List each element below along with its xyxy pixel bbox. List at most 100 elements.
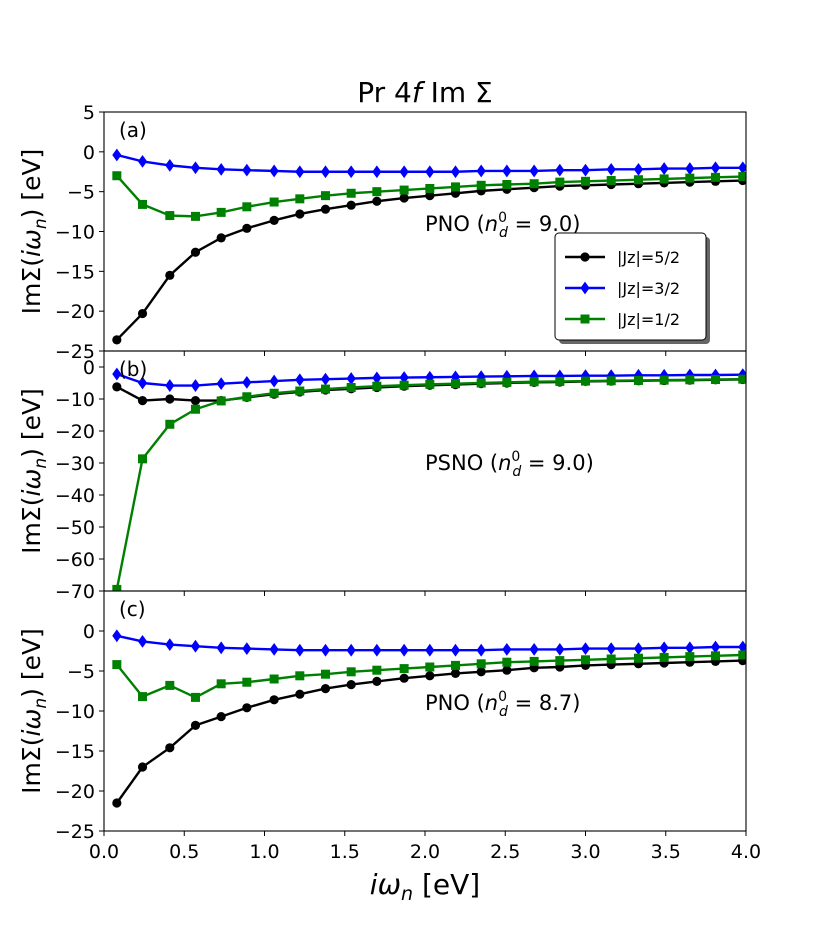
x-tick-label: 0.5 — [169, 841, 199, 863]
panel-1: 5 0 −5 −10 −15 −20 −25 ImΣ(iωn) [eV] (a) PNO (n0 d… — [17, 102, 747, 363]
data-point — [738, 161, 746, 175]
series-group — [112, 629, 746, 808]
y-axis-label: ImΣ(iωn) [eV] — [17, 388, 51, 554]
data-point — [581, 176, 590, 186]
data-point — [137, 396, 148, 406]
chart-title: Pr 4f Im Σ — [357, 76, 493, 109]
data-point — [295, 209, 305, 219]
data-point — [165, 638, 175, 651]
data-point — [502, 657, 512, 667]
data-point — [372, 665, 382, 675]
data-point — [242, 375, 252, 389]
panel-label: (c) — [119, 597, 146, 621]
data-point — [529, 656, 539, 666]
data-point — [425, 379, 435, 389]
data-point — [710, 640, 721, 654]
data-point — [529, 179, 539, 189]
data-point — [580, 252, 590, 262]
data-point — [399, 664, 409, 674]
y-tick-label: −15 — [55, 741, 95, 763]
data-point — [606, 642, 616, 655]
data-point — [295, 643, 305, 657]
data-point — [372, 165, 382, 179]
data-point — [320, 165, 331, 179]
data-point — [685, 368, 695, 382]
data-point — [137, 308, 148, 319]
data-point — [425, 662, 435, 672]
y-tick-label: 0 — [83, 357, 95, 379]
data-point — [190, 379, 201, 392]
data-point — [269, 215, 279, 225]
data-point — [216, 377, 226, 391]
data-point — [476, 180, 486, 190]
data-point — [606, 162, 616, 176]
data-point — [476, 659, 486, 669]
data-point — [450, 660, 460, 670]
data-point — [606, 176, 616, 186]
data-point — [555, 656, 565, 666]
data-point — [659, 368, 669, 382]
y-axis-label: ImΣ(iωn) [eV] — [17, 149, 51, 315]
data-point — [165, 680, 175, 690]
data-point — [711, 374, 721, 384]
data-point — [190, 639, 201, 653]
data-point — [450, 165, 461, 179]
x-tick-label: 1.5 — [330, 841, 360, 863]
data-point — [425, 671, 435, 681]
data-point — [685, 375, 695, 385]
data-point — [346, 643, 356, 657]
data-point — [112, 629, 122, 643]
data-point — [190, 396, 201, 406]
x-axis-label: iωn [eV] — [370, 868, 480, 905]
y-tick-label: −50 — [55, 517, 95, 539]
data-point — [216, 641, 226, 655]
data-point — [112, 584, 122, 591]
data-point — [372, 196, 382, 206]
y-axis-label: ImΣ(iωn) [eV] — [17, 628, 51, 794]
data-point — [138, 199, 148, 209]
data-point — [372, 371, 382, 385]
data-point — [138, 692, 148, 702]
data-point — [320, 372, 331, 386]
data-point — [399, 165, 409, 179]
data-point — [269, 388, 279, 398]
panel-annotation: PNO (n0 d = 8.7) — [425, 689, 580, 720]
data-point — [165, 270, 175, 280]
panel-label: (b) — [119, 357, 147, 381]
data-point — [138, 454, 148, 464]
y-tick-label: −30 — [55, 453, 95, 475]
data-point — [529, 164, 539, 178]
data-point — [137, 762, 148, 772]
y-tick-label: −25 — [55, 821, 95, 843]
panel-label: (a) — [119, 118, 147, 142]
data-point — [320, 684, 331, 694]
data-point — [555, 177, 565, 187]
data-point — [502, 179, 512, 189]
data-point — [269, 695, 279, 705]
data-point — [659, 375, 669, 385]
data-point — [137, 635, 148, 648]
y-tick-label: −70 — [55, 581, 95, 603]
data-point — [399, 380, 409, 390]
series-line — [115, 659, 743, 804]
data-point — [190, 211, 200, 221]
series-group — [112, 148, 746, 345]
data-point — [425, 643, 435, 657]
data-point — [242, 392, 252, 402]
data-point — [295, 165, 305, 179]
data-point — [399, 371, 409, 384]
data-point — [685, 162, 695, 175]
data-point — [242, 202, 252, 212]
y-tick-label: −5 — [67, 182, 95, 204]
x-tick-label: 2.0 — [410, 841, 440, 863]
data-point — [659, 641, 669, 655]
y-tick-label: −20 — [55, 301, 95, 323]
y-tick-label: −15 — [55, 261, 95, 283]
data-point — [450, 643, 461, 657]
data-point — [372, 643, 382, 657]
data-point — [711, 172, 721, 182]
data-point — [190, 720, 201, 731]
data-point — [529, 377, 539, 387]
data-point — [580, 281, 590, 295]
data-point — [425, 165, 435, 179]
